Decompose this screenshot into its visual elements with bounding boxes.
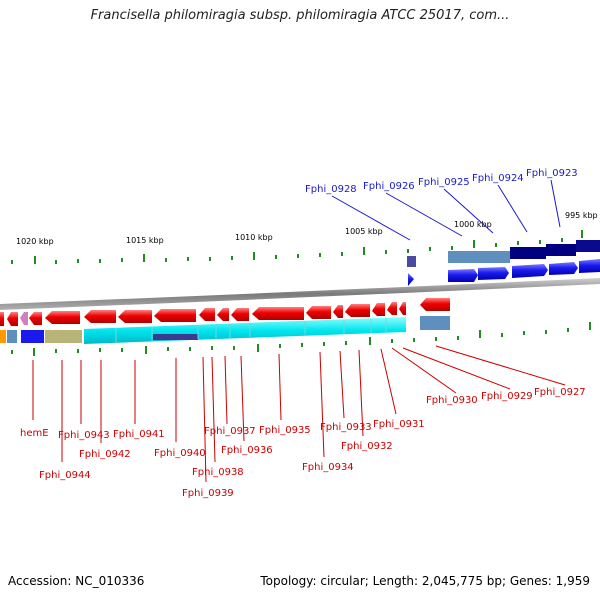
reverse-gene-arrow[interactable]: [29, 312, 42, 325]
reverse-gene-arrow[interactable]: [45, 311, 80, 324]
gene-label[interactable]: Fphi_0925: [418, 177, 470, 188]
gene-label[interactable]: Fphi_0942: [79, 449, 131, 460]
blue-gene-labels: Fphi_0928 Fphi_0926 Fphi_0925 Fphi_0924 …: [305, 168, 578, 195]
gene-label[interactable]: Fphi_0926: [363, 181, 415, 192]
cds-feature[interactable]: [448, 251, 510, 263]
scale-ticks-upper: [11, 230, 583, 264]
scale-ticks-lower: [11, 322, 591, 356]
gene-label[interactable]: Fphi_0933: [320, 422, 372, 433]
reverse-gene-arrow[interactable]: [420, 298, 450, 311]
forward-gene-arrow[interactable]: [549, 262, 578, 275]
blue-label-leaders: [331, 179, 561, 241]
scale-label: 1000 kbp: [454, 220, 492, 229]
accession-text: Accession: NC_010336: [8, 574, 145, 588]
forward-gene-arrow[interactable]: [512, 264, 548, 278]
cds-feature[interactable]: [153, 334, 198, 340]
gene-label[interactable]: Fphi_0944: [39, 470, 91, 481]
cds-feature[interactable]: [420, 316, 450, 330]
reverse-cds-track: [0, 316, 450, 344]
gene-label[interactable]: Fphi_0940: [154, 448, 206, 459]
gene-label[interactable]: Fphi_0935: [259, 425, 311, 436]
reverse-gene-arrow[interactable]: [7, 312, 18, 326]
reverse-strand-track: [0, 298, 450, 326]
gene-label[interactable]: hemE: [20, 428, 49, 439]
reverse-gene-arrow[interactable]: [84, 310, 116, 323]
gene-label[interactable]: Fphi_0931: [373, 419, 425, 430]
reverse-gene-arrow[interactable]: [399, 302, 406, 315]
gene-label[interactable]: Fphi_0943: [58, 430, 110, 441]
gene-label[interactable]: Fphi_0939: [182, 488, 234, 499]
scale-label: 1015 kbp: [126, 236, 164, 245]
forward-gene-arrow[interactable]: [579, 259, 600, 273]
reverse-gene-arrow[interactable]: [20, 312, 28, 325]
gene-label[interactable]: Fphi_0929: [481, 391, 533, 402]
red-label-leaders: [32, 345, 566, 483]
reverse-gene-arrow[interactable]: [333, 305, 343, 318]
gene-label[interactable]: Fphi_0924: [472, 173, 524, 184]
reverse-gene-arrow[interactable]: [372, 303, 385, 316]
cds-feature[interactable]: [21, 330, 44, 343]
reverse-gene-arrow[interactable]: [345, 304, 370, 317]
red-gene-labels: hemE Fphi_0944 Fphi_0943 Fphi_0942 Fphi_…: [20, 387, 586, 499]
scale-label: 1010 kbp: [235, 233, 273, 242]
map-title: Francisella philomiragia subsp. philomir…: [90, 8, 510, 23]
cds-feature[interactable]: [45, 330, 82, 343]
gene-label[interactable]: Fphi_0938: [192, 467, 244, 478]
reverse-gene-arrow[interactable]: [252, 307, 304, 320]
cds-feature[interactable]: [407, 256, 416, 267]
gene-label[interactable]: Fphi_0934: [302, 462, 354, 473]
reverse-gene-arrow[interactable]: [154, 309, 196, 322]
gene-label[interactable]: Fphi_0930: [426, 395, 478, 406]
gene-label[interactable]: Fphi_0936: [221, 445, 273, 456]
gene-label[interactable]: Fphi_0932: [341, 441, 393, 452]
genome-backbone: [0, 278, 600, 310]
reverse-gene-arrow[interactable]: [231, 308, 249, 321]
scale-label: 995 kbp: [565, 211, 598, 220]
forward-gene-arrow[interactable]: [408, 273, 414, 286]
forward-gene-arrow[interactable]: [448, 269, 478, 282]
scale-labels: 1020 kbp 1015 kbp 1010 kbp 1005 kbp 1000…: [16, 211, 598, 246]
forward-strand-track: [407, 240, 600, 286]
scale-label: 1005 kbp: [345, 227, 383, 236]
cds-feature[interactable]: [546, 244, 576, 256]
reverse-gene-arrow[interactable]: [0, 312, 4, 326]
forward-gene-arrow[interactable]: [478, 267, 509, 280]
gene-label[interactable]: Fphi_0937: [204, 426, 256, 437]
gene-label[interactable]: Fphi_0927: [534, 387, 586, 398]
gene-label[interactable]: Fphi_0928: [305, 184, 357, 195]
reverse-gene-arrow[interactable]: [217, 308, 229, 321]
reverse-gene-arrow[interactable]: [118, 310, 152, 323]
topology-text: Topology: circular; Length: 2,045,775 bp…: [260, 574, 590, 588]
reverse-gene-arrow[interactable]: [199, 308, 215, 321]
gene-label[interactable]: Fphi_0941: [113, 429, 165, 440]
cds-feature[interactable]: [0, 330, 6, 343]
reverse-gene-arrow[interactable]: [387, 302, 397, 315]
cds-feature[interactable]: [510, 247, 546, 259]
gene-label[interactable]: Fphi_0923: [526, 168, 578, 179]
cds-feature[interactable]: [7, 330, 17, 343]
reverse-gene-arrow[interactable]: [306, 306, 331, 319]
scale-label: 1020 kbp: [16, 237, 54, 246]
cds-feature[interactable]: [576, 240, 600, 252]
